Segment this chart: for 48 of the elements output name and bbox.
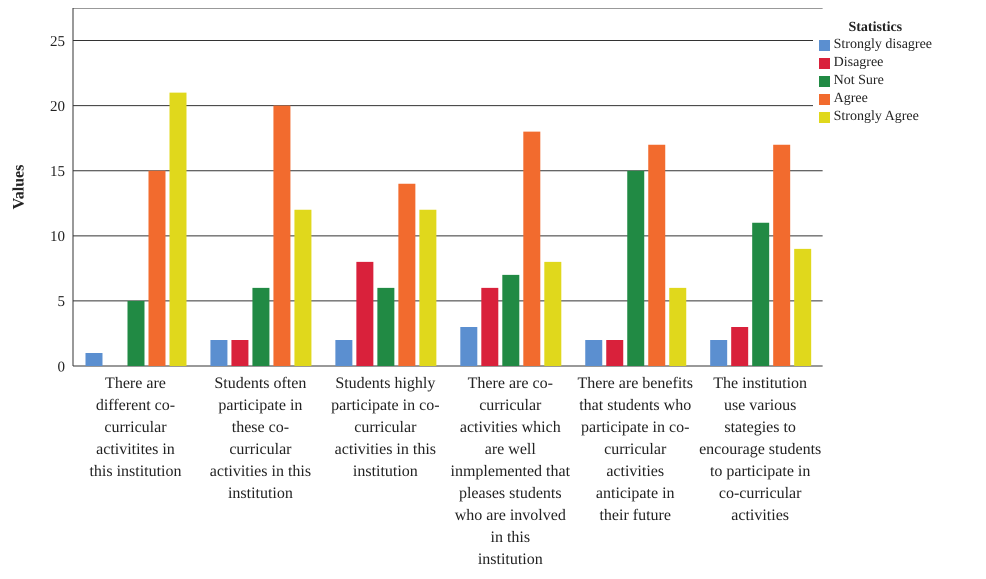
bar [169, 92, 186, 366]
bar [210, 340, 228, 366]
bar [377, 288, 394, 366]
y-tick-label: 20 [50, 98, 65, 115]
bar [127, 300, 144, 366]
bar [502, 274, 520, 366]
x-tick-label: There are different co-curricular activitites in this institution [89, 375, 182, 480]
bar [231, 340, 248, 366]
bar [252, 288, 270, 366]
y-axis-title: Values [10, 164, 28, 210]
bar [294, 210, 312, 366]
legend-label: Agree [832, 90, 869, 108]
bar [731, 326, 748, 366]
y-tick-label: 10 [50, 229, 65, 246]
bar [773, 144, 790, 366]
bar [585, 340, 602, 366]
legend-label: Not Sure [832, 72, 885, 90]
bar [648, 144, 666, 366]
bar [481, 288, 498, 366]
bar [752, 222, 770, 366]
bar [335, 340, 352, 366]
bar [85, 352, 102, 366]
bar [273, 106, 290, 366]
y-tick-label: 15 [50, 164, 65, 180]
y-tick-label: 25 [50, 34, 65, 50]
x-tick-label: Students often participate in these co-curricular activities in this institution [210, 375, 312, 502]
bar [356, 262, 374, 366]
bar [794, 248, 812, 366]
legend-label: Strongly Agree [832, 108, 920, 126]
bar [606, 340, 624, 366]
category-label: There are co-curricular activities which are well inmplemented that pleases students who are involved in this institution [450, 375, 570, 568]
x-tick-label: The institution use various stategies to encourage students to participate in co-curricular activities [699, 375, 822, 524]
bar [710, 340, 728, 366]
x-tick-label: Students highly participate in co-curricular activities in this institution [331, 375, 440, 480]
legend-label: Disagree [832, 54, 884, 72]
legend-title: Statistics [847, 20, 904, 36]
y-tick-label: 0 [58, 359, 65, 376]
bar [544, 262, 562, 366]
bar [523, 132, 540, 366]
y-tick-label: 5 [58, 294, 65, 310]
bar [627, 170, 644, 366]
x-tick-label: There are benefits that students who participate in co-curricular activities anticipate in their future [577, 375, 693, 524]
bar [398, 184, 416, 366]
bar [669, 288, 686, 366]
bar [460, 326, 478, 366]
legend-label: Strongly disagree [832, 36, 932, 54]
bar [419, 210, 436, 366]
bar [148, 170, 166, 366]
